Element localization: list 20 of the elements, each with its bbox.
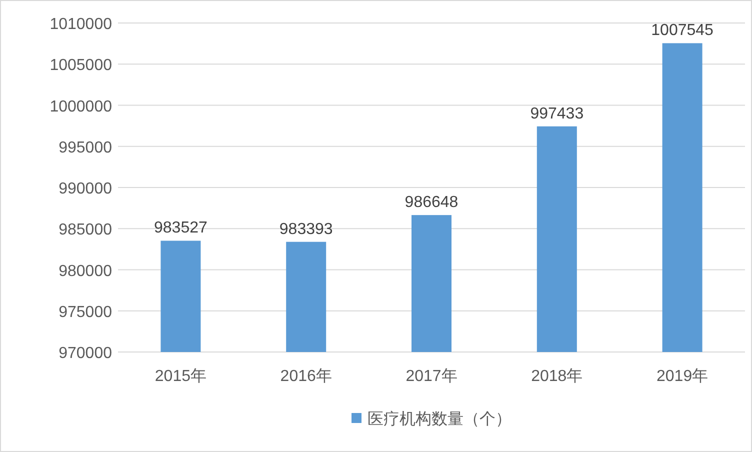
x-tick-label: 2017年 — [406, 368, 458, 385]
y-tick-label: 985000 — [58, 222, 112, 239]
y-tick-label: 970000 — [58, 345, 112, 362]
data-label: 986648 — [404, 194, 458, 212]
y-tick-label: 1000000 — [50, 98, 112, 116]
y-tick-label: 1010000 — [50, 16, 112, 33]
data-label: 983393 — [279, 220, 333, 238]
x-tick-label: 2019年 — [656, 368, 708, 385]
data-label: 1007545 — [651, 22, 714, 40]
x-tick-label: 2016年 — [280, 368, 332, 385]
x-tick-label: 2015年 — [154, 368, 206, 385]
x-tick-label: 2018年 — [531, 368, 583, 385]
y-tick-label: 995000 — [58, 139, 112, 156]
data-label: 983527 — [154, 220, 208, 237]
y-tick-label: 975000 — [58, 304, 112, 321]
legend-label: 医疗机构数量（个） — [368, 410, 512, 428]
y-tick-label: 1005000 — [50, 57, 112, 74]
data-label: 997433 — [530, 105, 584, 122]
y-tick-label: 980000 — [58, 262, 112, 280]
y-tick-label: 990000 — [58, 180, 112, 198]
